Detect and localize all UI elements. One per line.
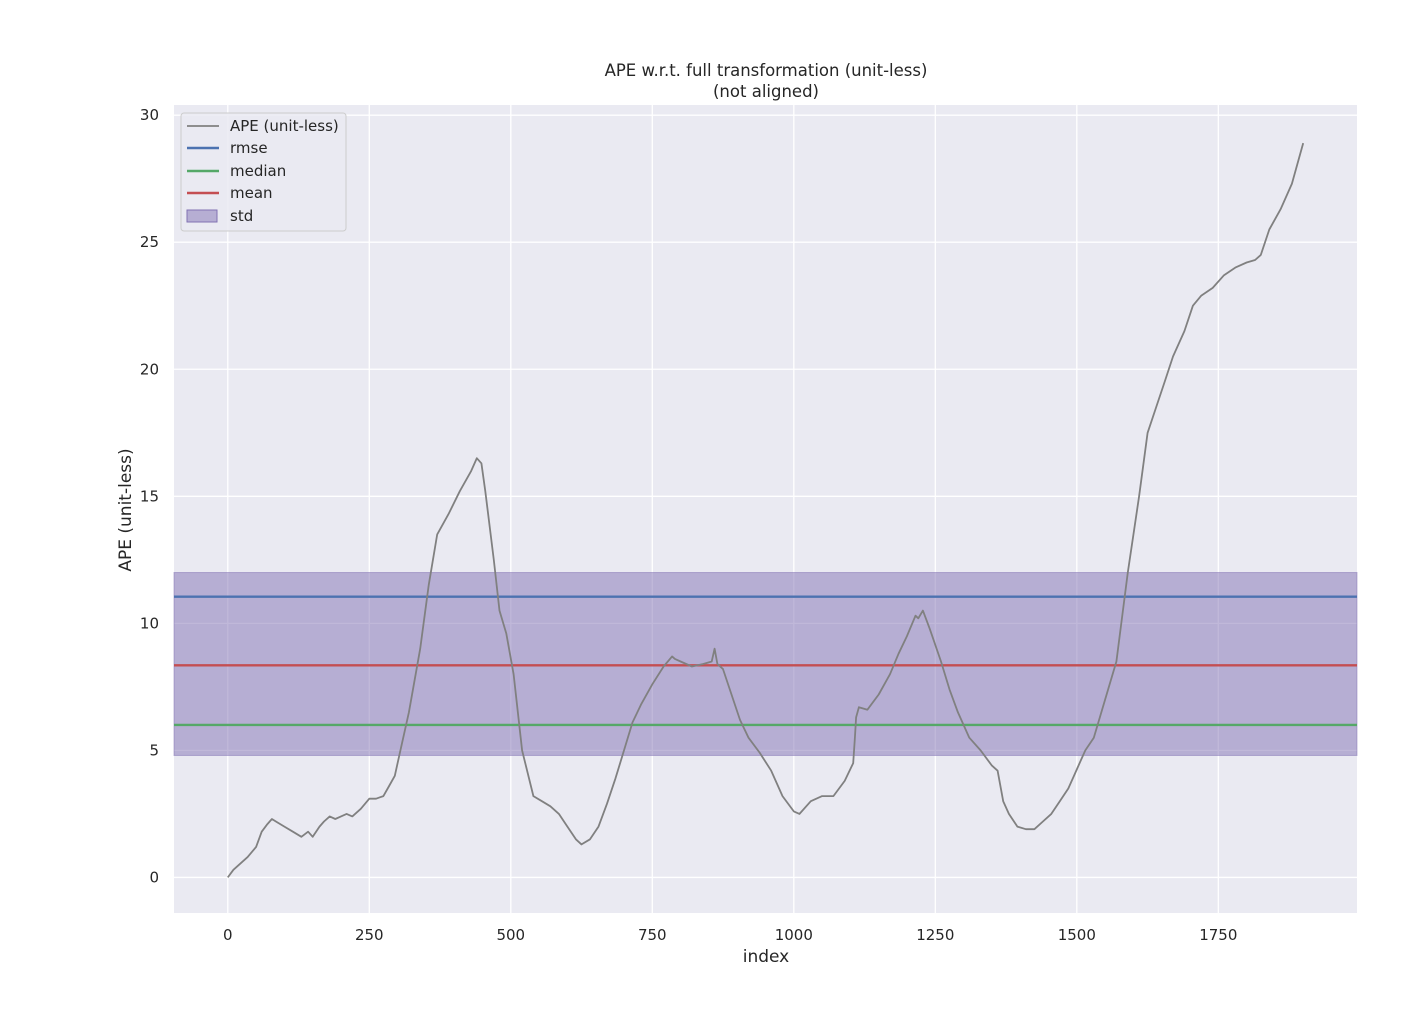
y-tick-label: 10	[140, 614, 159, 632]
legend: APE (unit-less) rmse median mean std	[180, 112, 347, 232]
ape-series-line	[227, 142, 1305, 878]
y-tick-label: 30	[140, 106, 159, 124]
y-tick-label: 0	[149, 868, 159, 886]
legend-label-rmse: rmse	[230, 139, 268, 157]
legend-entry-mean: mean	[187, 184, 273, 202]
x-tick-label: 750	[638, 926, 667, 944]
std-band-layer	[173, 572, 1358, 756]
std-band	[173, 572, 1358, 756]
x-tick-label: 0	[223, 926, 233, 944]
chart-title: APE w.r.t. full transformation (unit-les…	[605, 61, 928, 80]
legend-swatch-std	[186, 209, 218, 223]
legend-box	[180, 112, 347, 232]
y-tick-label: 25	[140, 233, 159, 251]
legend-entry-rmse: rmse	[187, 139, 268, 157]
y-tick-label: 20	[140, 360, 159, 378]
stat-lines	[174, 595, 1357, 727]
x-tick-label: 1000	[775, 926, 813, 944]
x-tick-label: 500	[496, 926, 525, 944]
x-tick-label: 1750	[1199, 926, 1237, 944]
legend-label-ape: APE (unit-less)	[230, 117, 339, 135]
x-tick-label: 1500	[1058, 926, 1096, 944]
x-tick-label: 250	[355, 926, 384, 944]
legend-entry-ape: APE (unit-less)	[187, 117, 339, 135]
y-tick-label: 15	[140, 487, 159, 505]
y-tick-label: 5	[149, 741, 159, 759]
series-layer	[227, 142, 1305, 878]
legend-entry-std: std	[186, 207, 253, 225]
x-tick-labels: 0 250 500 750 1000 1250 1500 1750	[223, 926, 1237, 944]
chart-subtitle: (not aligned)	[713, 82, 819, 101]
legend-label-std: std	[230, 207, 253, 225]
y-tick-labels: 0 5 10 15 20 25 30	[140, 106, 159, 886]
y-axis-label: APE (unit-less)	[116, 448, 136, 571]
legend-label-mean: mean	[230, 184, 273, 202]
legend-label-median: median	[230, 162, 286, 180]
x-tick-label: 1250	[916, 926, 954, 944]
x-axis-label: index	[743, 947, 790, 967]
plot-area	[174, 105, 1357, 913]
legend-entry-median: median	[187, 162, 286, 180]
